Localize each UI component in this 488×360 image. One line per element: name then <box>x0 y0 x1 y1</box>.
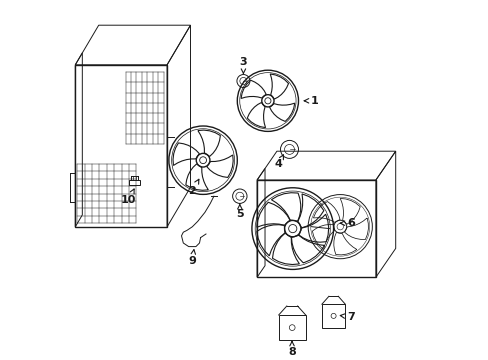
Bar <box>321 304 345 328</box>
Text: 9: 9 <box>188 249 196 266</box>
Text: 8: 8 <box>287 341 295 357</box>
Text: 4: 4 <box>274 155 283 169</box>
Bar <box>278 315 305 340</box>
Text: 10: 10 <box>121 189 136 205</box>
Bar <box>129 180 140 185</box>
Text: 1: 1 <box>304 96 318 106</box>
Text: 2: 2 <box>188 179 199 196</box>
Text: 5: 5 <box>236 204 243 219</box>
Text: 7: 7 <box>340 312 354 322</box>
Text: 3: 3 <box>239 57 247 73</box>
Text: 6: 6 <box>340 218 354 228</box>
